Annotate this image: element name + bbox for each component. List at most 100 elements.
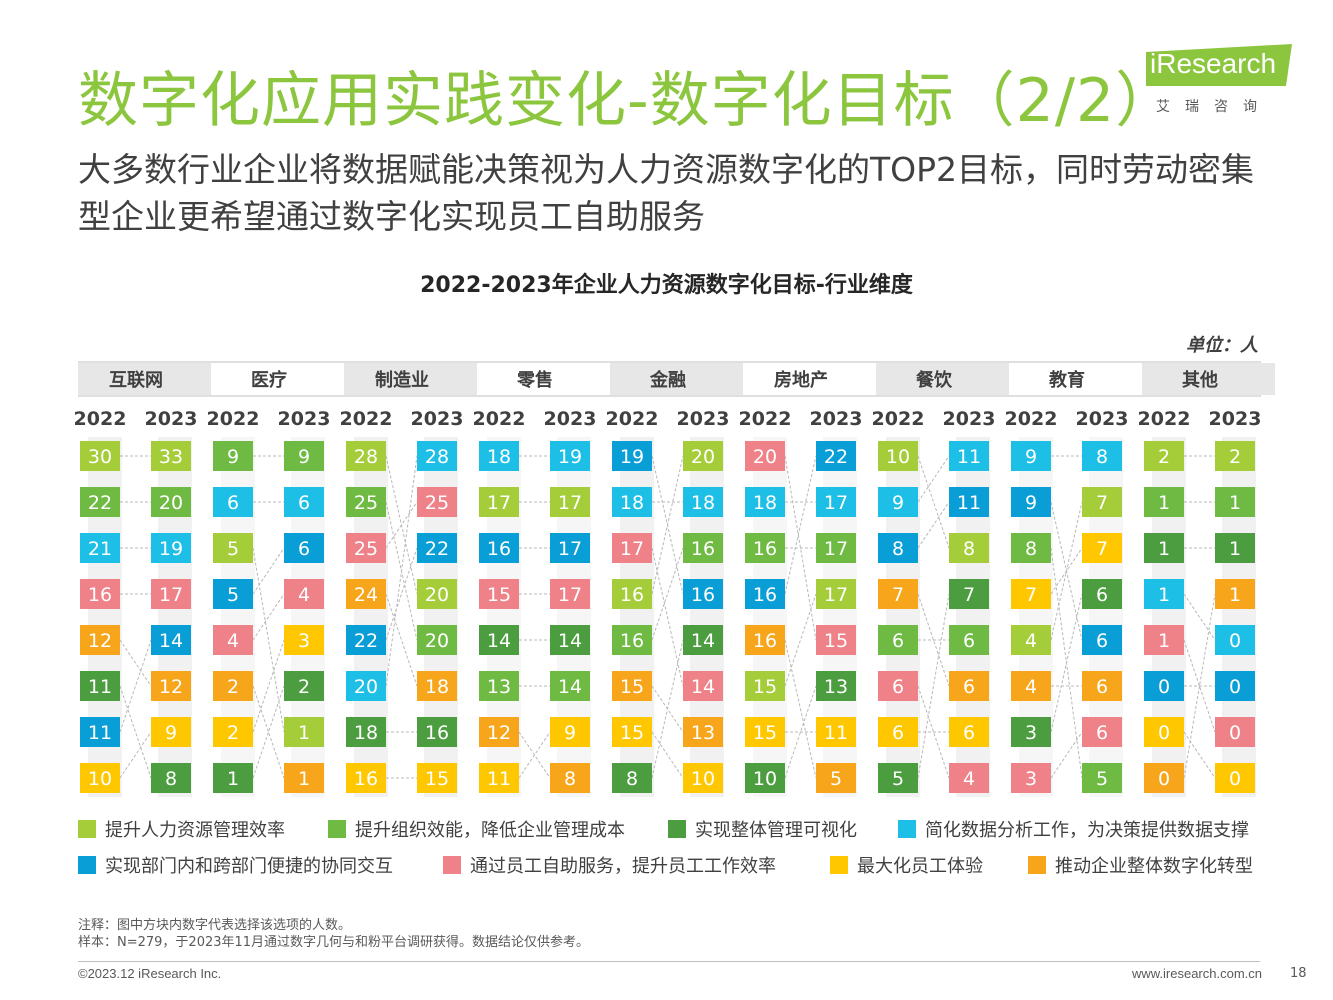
- value-label: 1: [1158, 492, 1170, 514]
- rank-connector: [651, 547, 684, 641]
- value-label: 3: [298, 630, 310, 652]
- value-box: [417, 579, 457, 609]
- value-box: [1011, 579, 1051, 609]
- value-box: [417, 625, 457, 655]
- year-label: 2022: [872, 408, 925, 430]
- industry-label: 餐饮: [915, 369, 953, 391]
- value-box: [612, 487, 652, 517]
- value-box: [479, 441, 519, 471]
- value-box: [816, 487, 856, 517]
- value-label: 1: [227, 768, 239, 790]
- value-box: [1144, 579, 1184, 609]
- rank-connector: [784, 455, 817, 595]
- value-box: [816, 763, 856, 793]
- value-label: 19: [558, 446, 582, 468]
- value-box: [417, 441, 457, 471]
- value-box: [479, 717, 519, 747]
- value-box: [284, 671, 324, 701]
- logo-badge-icon: [1146, 44, 1292, 86]
- value-label: 22: [88, 492, 112, 514]
- year-label: 2023: [544, 408, 597, 430]
- value-label: 11: [88, 722, 112, 744]
- value-label: 0: [1158, 722, 1170, 744]
- industry-label: 互联网: [109, 370, 163, 391]
- year-label: 2022: [606, 408, 659, 430]
- value-label: 14: [691, 630, 715, 652]
- value-box: [1011, 763, 1051, 793]
- value-label: 4: [1025, 630, 1037, 652]
- value-box: [213, 625, 253, 655]
- value-box: [80, 487, 120, 517]
- value-box: [213, 763, 253, 793]
- value-box: [745, 671, 785, 701]
- legend-label: 实现部门内和跨部门便捷的协同交互: [105, 856, 393, 877]
- value-box: [284, 533, 324, 563]
- value-box: [80, 717, 120, 747]
- value-box: [213, 441, 253, 471]
- legend-label: 实现整体管理可视化: [695, 820, 857, 841]
- value-box: [1215, 441, 1255, 471]
- footnote-line-1: 注释：图中方块内数字代表选择该选项的人数。: [78, 918, 352, 933]
- value-box: [213, 717, 253, 747]
- rank-connector: [518, 731, 551, 779]
- value-box: [550, 763, 590, 793]
- value-box: [1011, 533, 1051, 563]
- value-label: 2: [1158, 446, 1170, 468]
- value-box: [213, 533, 253, 563]
- value-box: [683, 487, 723, 517]
- value-label: 6: [1096, 722, 1108, 744]
- footer-url[interactable]: www.iresearch.com.cn: [1131, 966, 1262, 981]
- value-label: 6: [227, 492, 239, 514]
- value-label: 6: [963, 630, 975, 652]
- value-label: 16: [620, 630, 644, 652]
- value-label: 1: [1229, 584, 1241, 606]
- value-box: [878, 763, 918, 793]
- legend-item: 最大化员工体验: [830, 852, 983, 878]
- value-box: [1215, 763, 1255, 793]
- value-label: 22: [354, 630, 378, 652]
- footer-divider: [78, 961, 1260, 962]
- rank-connector: [917, 501, 950, 549]
- legend-label: 提升组织效能，降低企业管理成本: [355, 820, 625, 841]
- legend-swatch: [443, 856, 461, 874]
- value-label: 18: [354, 722, 378, 744]
- value-label: 0: [1229, 676, 1241, 698]
- value-label: 20: [425, 584, 449, 606]
- value-label: 11: [88, 676, 112, 698]
- year-label: 2023: [278, 408, 331, 430]
- value-box: [479, 671, 519, 701]
- value-box: [80, 671, 120, 701]
- value-label: 9: [227, 446, 239, 468]
- rank-connector: [1050, 731, 1083, 779]
- value-label: 16: [620, 584, 644, 606]
- value-box: [1082, 625, 1122, 655]
- value-box: [612, 717, 652, 747]
- value-box: [878, 717, 918, 747]
- industry-header-band: [78, 363, 211, 395]
- value-box: [213, 671, 253, 701]
- value-box: [949, 533, 989, 563]
- value-label: 9: [1025, 446, 1037, 468]
- value-box: [1082, 533, 1122, 563]
- legend-item: 提升组织效能，降低企业管理成本: [328, 816, 625, 842]
- value-label: 5: [892, 768, 904, 790]
- rank-connector: [119, 685, 152, 779]
- value-label: 17: [558, 492, 582, 514]
- value-label: 9: [892, 492, 904, 514]
- value-box: [612, 763, 652, 793]
- value-label: 2: [1229, 446, 1241, 468]
- value-box: [1082, 763, 1122, 793]
- value-label: 6: [1096, 584, 1108, 606]
- value-box: [213, 579, 253, 609]
- value-label: 16: [753, 630, 777, 652]
- value-box: [949, 763, 989, 793]
- value-box: [550, 579, 590, 609]
- legend-item: 提升人力资源管理效率: [78, 816, 285, 842]
- value-label: 11: [957, 492, 981, 514]
- value-box: [816, 717, 856, 747]
- value-box: [284, 717, 324, 747]
- value-box: [479, 763, 519, 793]
- value-label: 12: [487, 722, 511, 744]
- rank-connector: [385, 593, 418, 687]
- unit-label: 单位：人: [1186, 335, 1258, 356]
